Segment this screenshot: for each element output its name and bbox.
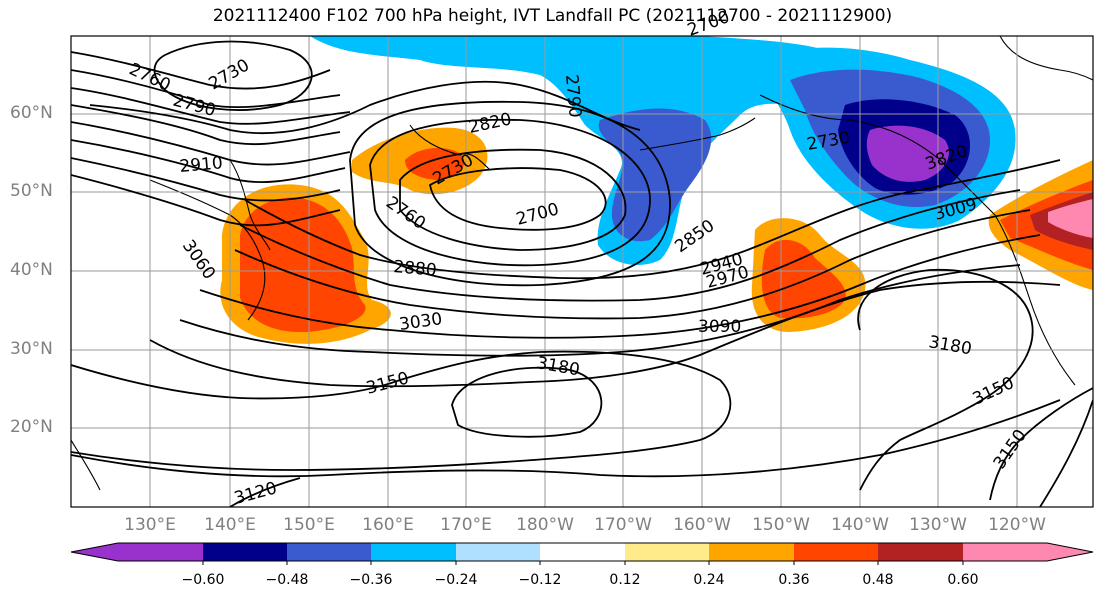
colorbar-ticks [202,561,964,565]
lat-label-50n: 50°N [10,181,53,201]
colorbar-segment [287,543,371,561]
positive-anomaly-west-pacific [220,184,391,344]
colorbar-segment [203,543,287,561]
colorbar-tick-label: −0.24 [434,572,478,588]
lon-label: 160°W [673,515,731,535]
colorbar-segment [794,543,878,561]
colorbar-segment [1047,543,1093,561]
negative-anomaly-alaska [760,47,1016,229]
colorbar-segment [878,543,963,561]
lon-label: 150°W [752,515,810,535]
contour-label: 3060 [178,236,219,283]
colorbar-tick-label: 0.24 [693,572,725,588]
lon-label: 140°E [204,515,256,535]
negative-anomaly-bering [310,36,859,265]
contour-label: 3030 [398,309,444,335]
colorbar-tick-label: −0.48 [265,572,309,588]
lon-label: 130°W [909,515,967,535]
colorbar-tick-label: −0.60 [181,572,225,588]
colorbar-segment [709,543,794,561]
lon-label: 140°W [831,515,889,535]
lon-label: 130°E [124,515,176,535]
colorbar-segment [540,543,625,561]
colorbar-segment [371,543,456,561]
colorbar-tick-label: 0.12 [609,572,641,588]
colorbar-segment [71,543,118,561]
contour-label: 2700 [514,199,561,230]
lat-label-60n: 60°N [10,103,53,123]
lon-label: 150°E [283,515,335,535]
colorbar-tick-label: 0.36 [778,572,810,588]
lon-label: 160°E [362,515,414,535]
lat-label-30n: 30°N [10,339,53,359]
coastlines [71,36,1093,491]
colorbar-tick-label: 0.48 [862,572,894,588]
colorbar-tick-label: 0.60 [947,572,979,588]
chart-title: 2021112400 F102 700 hPa height, IVT Land… [212,6,893,26]
contour-label: 2910 [179,153,224,177]
colorbar-tick-label: −0.12 [518,572,562,588]
lat-label-40n: 40°N [10,260,53,280]
map-frame [70,35,1094,508]
contour-label: 2850 [671,216,718,257]
contour-label: 2880 [393,257,438,281]
colorbar-segment [963,543,1047,561]
colorbar [70,542,1094,565]
lat-label-20n: 20°N [10,417,53,437]
contour-label: 2790 [561,74,585,119]
colorbar-outline [70,542,1094,562]
contour-label: 3150 [990,426,1031,473]
contour-label: 3120 [232,478,279,509]
colorbar-segment [456,543,540,561]
gridlines [71,36,1093,507]
contour-label: 3180 [535,353,581,380]
contour-label: 3090 [698,317,741,337]
colorbar-segment [625,543,709,561]
height-contours [71,40,1093,507]
contour-label: 3180 [927,332,973,359]
lon-label: 170°E [440,515,492,535]
lon-label: 120°W [988,515,1046,535]
contour-label: 3150 [970,373,1018,409]
colorbar-segment [118,543,203,561]
colorbar-tick-label: −0.36 [349,572,393,588]
lon-label: 170°W [594,515,652,535]
lon-label: 180°W [516,515,574,535]
